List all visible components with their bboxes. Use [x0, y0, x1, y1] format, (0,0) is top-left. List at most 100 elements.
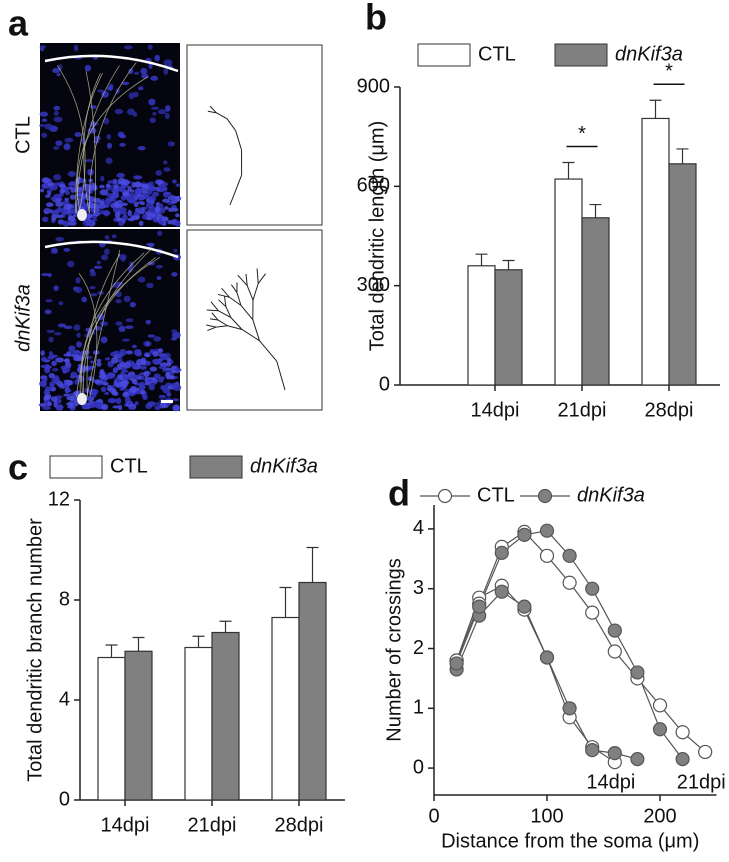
nucleus — [127, 401, 133, 405]
x-tick-label: 14dpi — [471, 399, 520, 421]
error-bar — [562, 161, 575, 180]
nucleus — [53, 174, 62, 181]
nucleus — [162, 216, 169, 222]
nucleus — [167, 220, 173, 225]
marker — [698, 744, 713, 760]
nucleus — [152, 191, 160, 197]
nucleus — [157, 109, 167, 115]
error-bar — [279, 586, 292, 618]
nucleus — [113, 368, 119, 372]
trace — [256, 268, 259, 284]
bar — [668, 163, 697, 386]
nucleus — [90, 182, 96, 190]
x-tick-label: 28dpi — [275, 814, 324, 836]
legend-swatch — [554, 43, 608, 67]
nucleus — [148, 383, 155, 391]
nucleus — [104, 391, 110, 396]
nucleus — [150, 75, 159, 81]
nucleus — [74, 379, 79, 385]
nucleus — [129, 377, 137, 381]
nucleus — [76, 341, 83, 348]
nucleus — [149, 366, 158, 372]
nucleus — [159, 402, 167, 409]
error-bar — [192, 635, 205, 648]
nucleus — [99, 321, 109, 327]
nucleus — [90, 105, 97, 109]
legend-swatch — [417, 43, 471, 67]
nucleus — [116, 363, 123, 371]
trace — [235, 130, 243, 151]
marker — [630, 665, 645, 680]
row-label: dnKif3a — [12, 284, 34, 352]
marker — [675, 752, 690, 767]
nucleus — [133, 71, 140, 75]
trace — [229, 296, 242, 306]
trace — [209, 105, 217, 114]
nucleus — [117, 131, 125, 138]
nucleus — [155, 170, 162, 176]
nucleus — [96, 260, 101, 265]
dendrite — [78, 273, 98, 398]
nucleus — [148, 98, 156, 106]
nucleus — [156, 276, 162, 280]
tracing-box — [186, 229, 323, 411]
bar — [467, 265, 496, 386]
marker — [472, 599, 487, 614]
legend-label: CTL — [110, 455, 148, 477]
trace — [245, 273, 248, 286]
nucleus — [146, 378, 154, 383]
marker — [539, 650, 555, 665]
bar — [554, 178, 583, 386]
nucleus — [141, 360, 147, 366]
nucleus — [114, 192, 120, 199]
nucleus — [162, 387, 171, 394]
marker — [585, 743, 600, 758]
dendrite — [89, 62, 137, 214]
marker — [517, 527, 532, 542]
nucleus — [54, 332, 62, 336]
error-bar — [589, 203, 602, 218]
nucleus — [163, 68, 169, 75]
trace — [246, 285, 254, 301]
nucleus — [100, 386, 107, 393]
nucleus — [67, 170, 76, 178]
nucleus — [71, 354, 79, 358]
nucleus — [44, 394, 52, 398]
nucleus — [97, 204, 107, 209]
nucleus — [39, 111, 49, 117]
nucleus — [64, 190, 70, 196]
significance-mark: * — [578, 123, 586, 145]
nucleus — [106, 384, 112, 392]
nucleus — [145, 341, 150, 347]
nucleus — [56, 72, 61, 77]
layer-arc — [44, 54, 179, 73]
nucleus — [118, 357, 123, 364]
nucleus — [95, 379, 100, 385]
nucleus — [41, 216, 49, 223]
nucleus — [68, 345, 76, 352]
marker — [675, 725, 690, 740]
bar — [298, 581, 327, 801]
marker — [607, 746, 622, 761]
nucleus — [59, 188, 65, 195]
nucleus — [145, 319, 152, 325]
nucleus — [102, 210, 111, 216]
nucleus — [120, 369, 129, 373]
bar — [124, 650, 153, 801]
marker — [449, 656, 464, 671]
nucleus — [120, 179, 130, 186]
nucleus — [152, 381, 158, 385]
y-tick-label: 12 — [48, 488, 70, 510]
marker — [630, 752, 645, 767]
nucleus — [63, 143, 71, 151]
nucleus — [50, 396, 58, 402]
soma — [77, 209, 87, 221]
dendrite — [75, 72, 103, 214]
nucleus — [40, 350, 45, 356]
legend-label: dnKif3a — [577, 484, 645, 506]
marker — [539, 548, 555, 563]
nucleus — [140, 67, 148, 75]
nucleus — [55, 214, 64, 219]
y-tick-label: 600 — [357, 175, 390, 197]
nucleus — [139, 381, 146, 389]
